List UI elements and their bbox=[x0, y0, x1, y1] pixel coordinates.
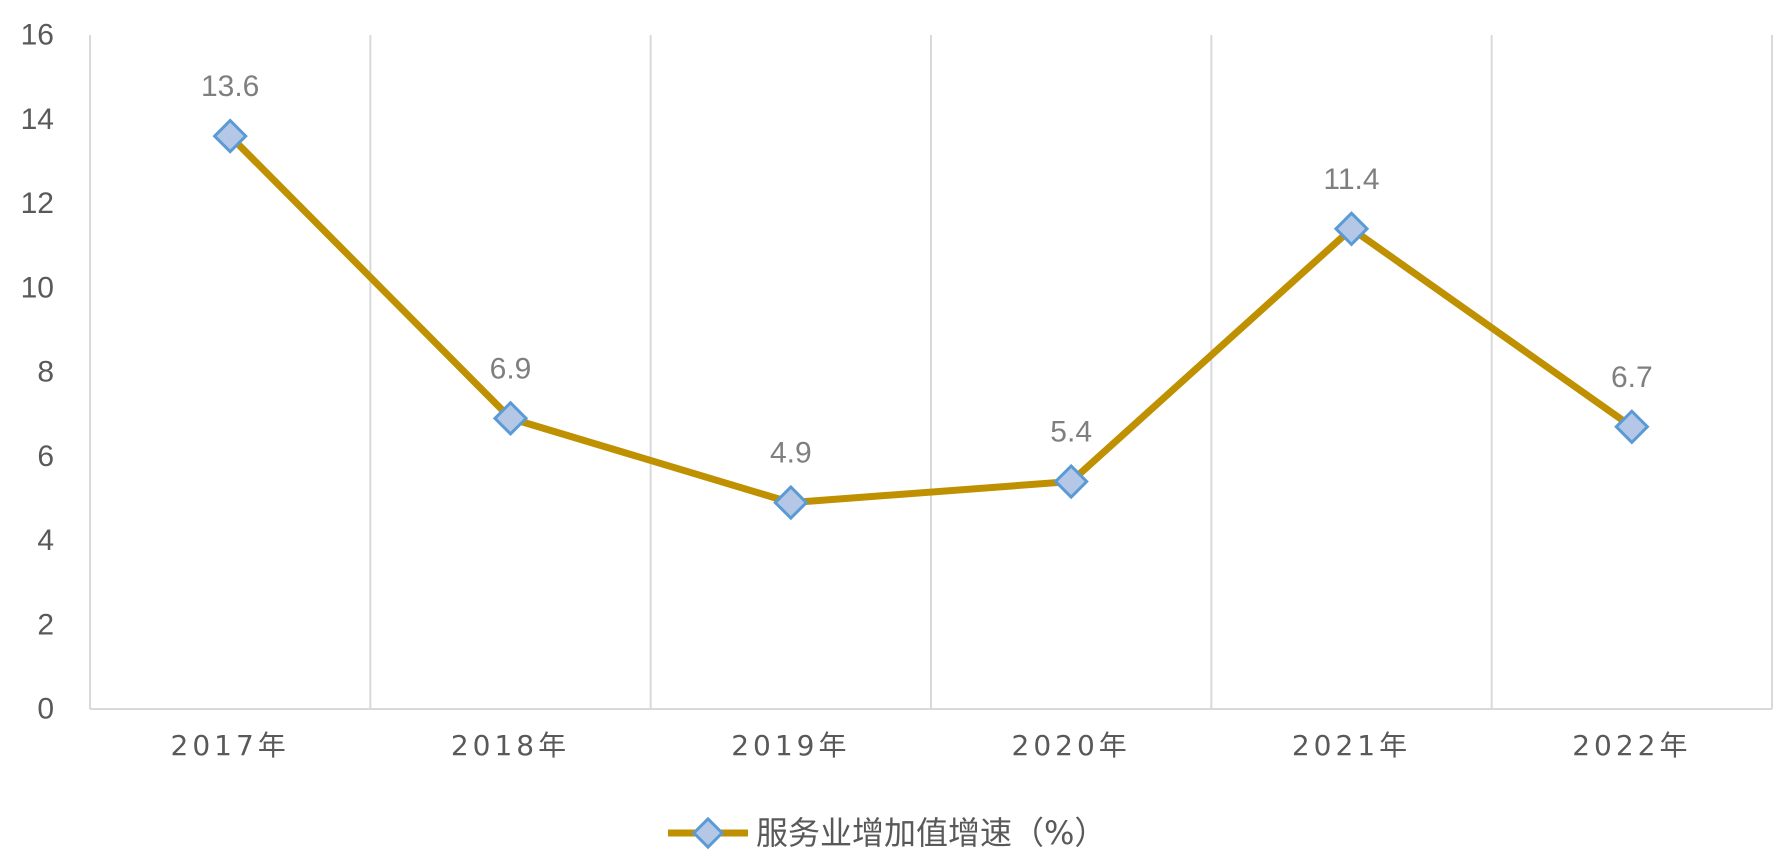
legend-marker-swatch bbox=[691, 816, 725, 850]
x-tick-label: 2020年 bbox=[1012, 729, 1131, 762]
data-point-marker bbox=[492, 400, 529, 437]
vertical-gridlines bbox=[89, 35, 1773, 709]
y-tick-label: 16 bbox=[21, 19, 54, 52]
data-label: 11.4 bbox=[1323, 163, 1379, 196]
y-tick-label: 8 bbox=[37, 356, 54, 389]
series-line bbox=[226, 132, 1636, 507]
data-point-marker bbox=[1053, 463, 1089, 500]
y-tick-label: 4 bbox=[37, 524, 54, 557]
x-tick-label: 2021年 bbox=[1292, 729, 1411, 762]
data-label: 6.7 bbox=[1611, 361, 1653, 394]
data-label: 4.9 bbox=[770, 437, 812, 470]
y-tick-label: 6 bbox=[37, 440, 54, 473]
data-labels: 13.6 6.9 4.9 5.4 11.4 6.7 bbox=[201, 70, 1653, 469]
data-label: 5.4 bbox=[1050, 416, 1092, 449]
y-tick-label: 14 bbox=[21, 103, 54, 136]
y-tick-label: 2 bbox=[37, 608, 54, 641]
data-label: 13.6 bbox=[201, 70, 259, 103]
series-line-group bbox=[212, 118, 1650, 521]
x-tick-label: 2022年 bbox=[1572, 729, 1691, 762]
y-tick-label: 12 bbox=[21, 187, 54, 220]
x-tick-label: 2017年 bbox=[171, 729, 290, 762]
x-tick-label: 2019年 bbox=[731, 729, 850, 762]
y-tick-label: 0 bbox=[37, 693, 54, 726]
legend-label: 服务业增加值增速（%） bbox=[756, 814, 1106, 852]
data-point-marker bbox=[1333, 211, 1370, 247]
y-axis-tick-labels: 0 2 4 6 8 10 12 14 16 bbox=[21, 19, 54, 726]
legend: 服务业增加值增速（%） bbox=[668, 814, 1106, 852]
data-point-marker bbox=[212, 118, 248, 154]
x-axis-tick-labels: 2017年 2018年 2019年 2020年 2021年 2022年 bbox=[171, 729, 1691, 762]
y-tick-label: 10 bbox=[21, 271, 54, 304]
data-label: 6.9 bbox=[490, 352, 532, 385]
data-point-marker bbox=[773, 484, 809, 521]
data-point-marker bbox=[1614, 409, 1650, 445]
x-tick-label: 2018年 bbox=[451, 729, 570, 762]
